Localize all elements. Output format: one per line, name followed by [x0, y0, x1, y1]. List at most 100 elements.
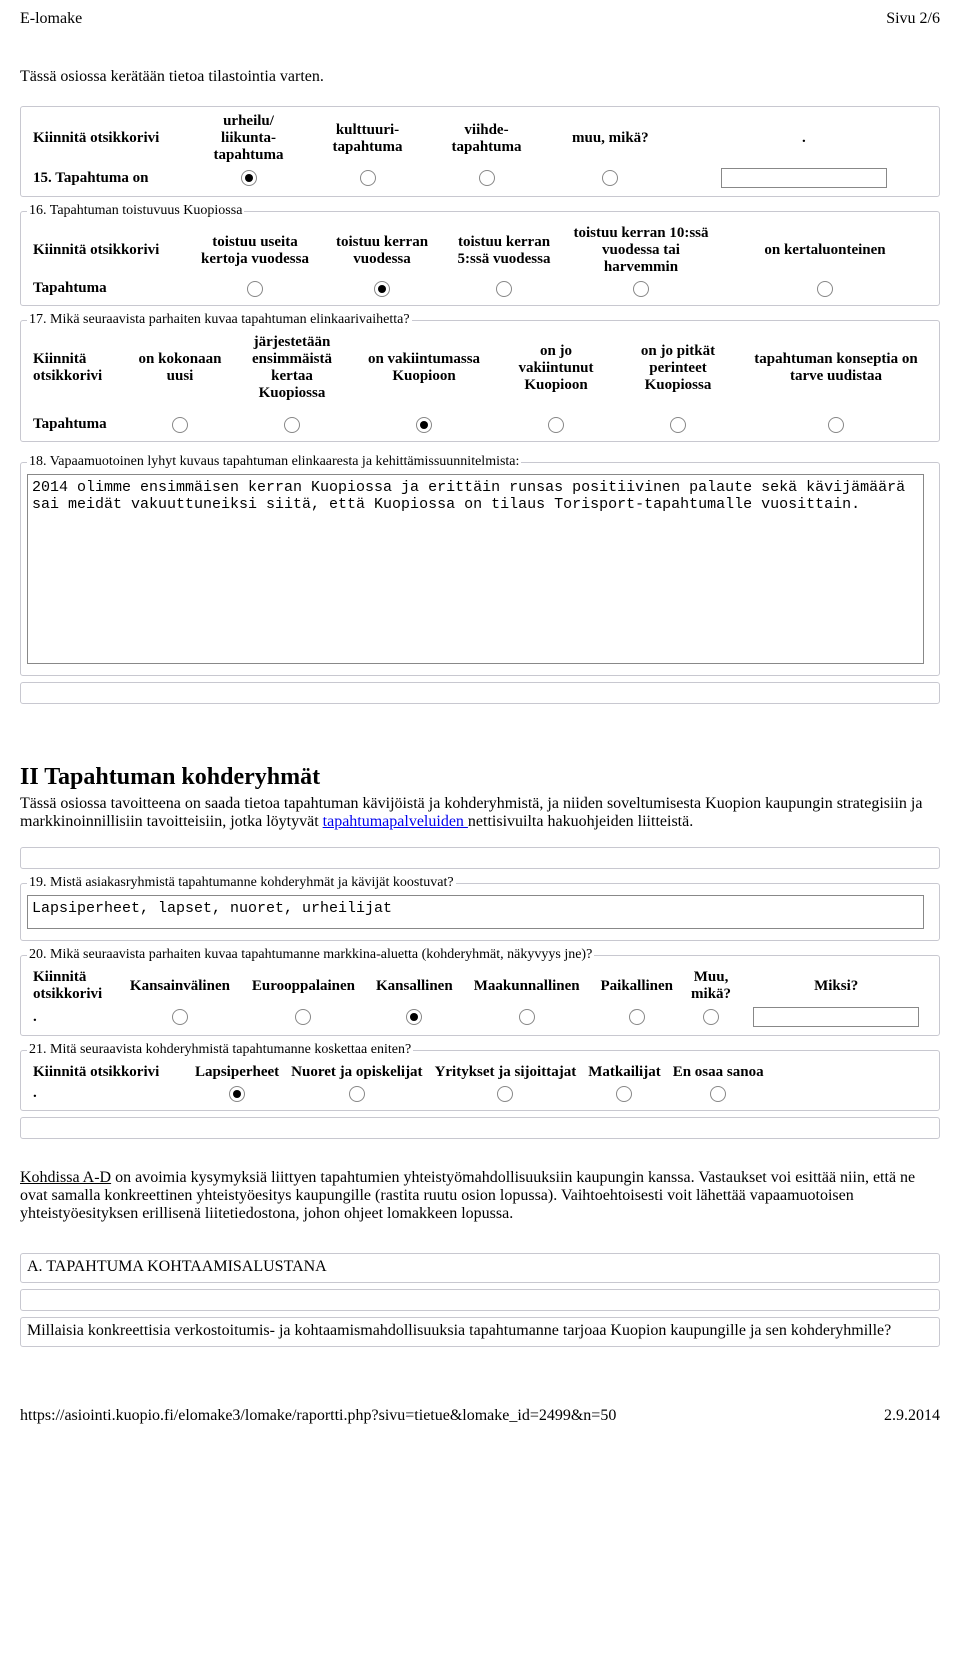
empty-box-4: [20, 1289, 940, 1311]
q21-box: 21. Mitä seuraavista kohderyhmistä tapah…: [20, 1042, 940, 1111]
q21-rowlabel: .: [27, 1083, 189, 1104]
q16-pin[interactable]: Kiinnitä otsikkorivi: [27, 223, 189, 278]
q15-opt3[interactable]: [602, 170, 618, 186]
q20-why-input[interactable]: [753, 1007, 919, 1027]
q20-opt5[interactable]: [703, 1009, 719, 1025]
paraA-box: Millaisia konkreettisia verkostoitumis- …: [20, 1317, 940, 1347]
q21-col2: Yritykset ja sijoittajat: [429, 1062, 583, 1083]
q21-pin[interactable]: Kiinnitä otsikkorivi: [27, 1062, 189, 1083]
q15-pin[interactable]: Kiinnitä otsikkorivi: [27, 111, 189, 166]
q16-box: 16. Tapahtuman toistuvuus Kuopiossa Kiin…: [20, 203, 940, 306]
q20-box: 20. Mikä seuraavista parhaiten kuvaa tap…: [20, 947, 940, 1036]
q17-pin[interactable]: Kiinnitä otsikkorivi: [27, 332, 129, 404]
q16-opt0[interactable]: [247, 281, 263, 297]
q21-table: Kiinnitä otsikkorivi Lapsiperheet Nuoret…: [27, 1062, 770, 1104]
q17-col3: on jo vakiintunut Kuopioon: [495, 332, 617, 404]
q17-opt2[interactable]: [416, 417, 432, 433]
q21-opt4[interactable]: [710, 1086, 726, 1102]
q20-table: Kiinnitä otsikkorivi Kansainvälinen Euro…: [27, 967, 933, 1029]
q20-col6: Miksi?: [739, 967, 933, 1005]
q21-col1: Nuoret ja opiskelijat: [285, 1062, 428, 1083]
q17-col5: tapahtuman konseptia on tarve uudistaa: [739, 332, 933, 404]
q19-legend: 19. Mistä asiakasryhmistä tapahtumanne k…: [27, 875, 456, 891]
q16-col4: on kertaluonteinen: [717, 223, 933, 278]
q16-opt3[interactable]: [633, 281, 649, 297]
q16-opt2[interactable]: [496, 281, 512, 297]
q15-col3: muu, mikä?: [546, 111, 675, 166]
q17-opt3[interactable]: [548, 417, 564, 433]
q17-opt0[interactable]: [172, 417, 188, 433]
q17-opt1[interactable]: [284, 417, 300, 433]
q20-opt3[interactable]: [519, 1009, 535, 1025]
q21-opt3[interactable]: [616, 1086, 632, 1102]
q15-col0: urheilu/ liikunta- tapahtuma: [189, 111, 308, 166]
sec2-text2: nettisivuilta hakuohjeiden liitteistä.: [468, 813, 693, 830]
q20-col3: Maakunnallinen: [463, 967, 591, 1005]
q20-opt0[interactable]: [172, 1009, 188, 1025]
q18-legend: 18. Vapaamuotoinen lyhyt kuvaus tapahtum…: [27, 454, 521, 470]
q15-col4: .: [675, 111, 933, 166]
q15-opt2[interactable]: [479, 170, 495, 186]
q21-opt2[interactable]: [497, 1086, 513, 1102]
footer-right: 2.9.2014: [884, 1407, 940, 1425]
q20-col1: Eurooppalainen: [241, 967, 366, 1005]
q21-opt1[interactable]: [349, 1086, 365, 1102]
q17-rowlabel: Tapahtuma: [27, 414, 129, 435]
q20-opt1[interactable]: [295, 1009, 311, 1025]
q16-rowlabel: Tapahtuma: [27, 278, 189, 299]
q17-legend: 17. Mikä seuraavista parhaiten kuvaa tap…: [27, 312, 412, 328]
q21-col4: En osaa sanoa: [667, 1062, 770, 1083]
q20-rowlabel: .: [27, 1005, 119, 1029]
q17-col4: on jo pitkät perinteet Kuopiossa: [617, 332, 739, 404]
q21-opt0[interactable]: [229, 1086, 245, 1102]
para-ad-underline: Kohdissa A-D: [20, 1169, 111, 1186]
para-ad-rest: on avoimia kysymyksiä liittyen tapahtumi…: [20, 1169, 915, 1222]
secA-box: A. TAPAHTUMA KOHTAAMISALUSTANA: [20, 1253, 940, 1283]
q18-textarea[interactable]: [27, 474, 924, 664]
q17-opt5[interactable]: [828, 417, 844, 433]
q20-opt4[interactable]: [629, 1009, 645, 1025]
q17-table: Kiinnitä otsikkorivi on kokonaan uusi jä…: [27, 332, 933, 435]
section-intro: Tässä osiossa kerätään tietoa tilastoint…: [20, 68, 940, 86]
q15-col2: viihde- tapahtuma: [427, 111, 546, 166]
q21-col3: Matkailijat: [582, 1062, 667, 1083]
q17-col0: on kokonaan uusi: [129, 332, 231, 404]
q20-opt2[interactable]: [406, 1009, 422, 1025]
q16-opt1[interactable]: [374, 281, 390, 297]
sec2-link[interactable]: tapahtumapalveluiden: [323, 813, 468, 830]
para-ad: Kohdissa A-D on avoimia kysymyksiä liitt…: [20, 1169, 940, 1223]
q16-col2: toistuu kerran 5:ssä vuodessa: [443, 223, 565, 278]
q20-legend: 20. Mikä seuraavista parhaiten kuvaa tap…: [27, 947, 594, 963]
paraA-text: Millaisia konkreettisia verkostoitumis- …: [27, 1322, 891, 1339]
section2-heading: II Tapahtuman kohderyhmät: [20, 764, 940, 791]
q16-col3: toistuu kerran 10:ssä vuodessa tai harve…: [565, 223, 717, 278]
q17-opt4[interactable]: [670, 417, 686, 433]
q16-table: Kiinnitä otsikkorivi toistuu useita kert…: [27, 223, 933, 299]
q21-col0: Lapsiperheet: [189, 1062, 285, 1083]
q16-legend: 16. Tapahtuman toistuvuus Kuopiossa: [27, 203, 244, 219]
footer-left: https://asiointi.kuopio.fi/elomake3/loma…: [20, 1407, 616, 1425]
page-header: E-lomake Sivu 2/6: [20, 10, 940, 28]
q18-box: 18. Vapaamuotoinen lyhyt kuvaus tapahtum…: [20, 454, 940, 676]
q16-col0: toistuu useita kertoja vuodessa: [189, 223, 321, 278]
q17-box: 17. Mikä seuraavista parhaiten kuvaa tap…: [20, 312, 940, 442]
q20-col5: Muu, mikä?: [683, 967, 740, 1005]
q15-box: Kiinnitä otsikkorivi urheilu/ liikunta- …: [20, 106, 940, 197]
q15-opt1[interactable]: [360, 170, 376, 186]
q19-textarea[interactable]: [27, 895, 924, 929]
secA-title: A. TAPAHTUMA KOHTAAMISALUSTANA: [27, 1258, 327, 1275]
q19-box: 19. Mistä asiakasryhmistä tapahtumanne k…: [20, 875, 940, 941]
q21-legend: 21. Mitä seuraavista kohderyhmistä tapah…: [27, 1042, 413, 1058]
empty-box-1: [20, 682, 940, 704]
header-left: E-lomake: [20, 10, 82, 28]
q17-col2: on vakiintumassa Kuopioon: [353, 332, 495, 404]
empty-box-3: [20, 1117, 940, 1139]
q15-opt0[interactable]: [241, 170, 257, 186]
q15-other-input[interactable]: [721, 168, 887, 188]
q17-col1: järjestetään ensimmäistä kertaa Kuopioss…: [231, 332, 353, 404]
empty-box-2: [20, 847, 940, 869]
header-right: Sivu 2/6: [886, 10, 940, 28]
q15-table: Kiinnitä otsikkorivi urheilu/ liikunta- …: [27, 111, 933, 190]
q16-opt4[interactable]: [817, 281, 833, 297]
q20-pin[interactable]: Kiinnitä otsikkorivi: [27, 967, 119, 1005]
